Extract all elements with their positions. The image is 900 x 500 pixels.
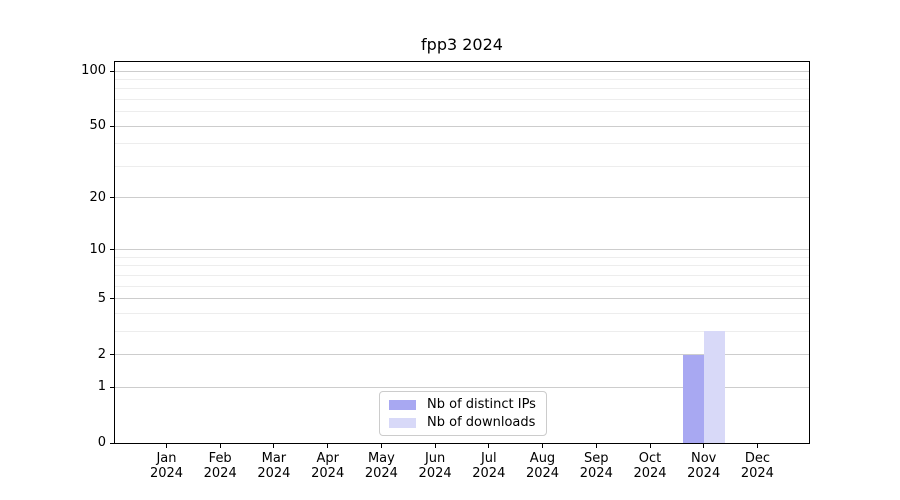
minor-gridline: [115, 79, 809, 80]
x-tick-month: Dec: [744, 451, 770, 466]
x-tick-month: Jul: [480, 451, 497, 466]
y-tick-label: 50: [89, 118, 106, 134]
x-tick-month: Sep: [584, 451, 609, 466]
x-tick-year: 2024: [364, 466, 398, 481]
y-tick-label: 1: [97, 379, 106, 395]
plot-area: [114, 61, 810, 444]
minor-gridline: [115, 99, 809, 100]
y-tick-mark: [110, 249, 114, 251]
y-tick-label: 10: [89, 241, 106, 257]
x-tick-month: Oct: [638, 451, 662, 466]
major-gridline: [115, 387, 809, 388]
x-tick-month: Feb: [208, 451, 232, 466]
bar-distinct-ips: [682, 354, 704, 443]
y-tick-label: 5: [97, 290, 106, 306]
x-tick-label: Jul 2024: [444, 451, 534, 481]
minor-gridline: [115, 88, 809, 89]
legend-item: Nb of distinct IPs: [389, 396, 536, 413]
legend: Nb of distinct IPs Nb of downloads: [379, 391, 547, 436]
x-tick-label: May 2024: [336, 451, 426, 481]
x-tick-year: 2024: [740, 466, 774, 481]
x-tick-year: 2024: [149, 466, 184, 481]
major-gridline: [115, 71, 809, 72]
x-tick-year: 2024: [418, 466, 452, 481]
x-tick-month: May: [367, 451, 395, 466]
legend-swatch: [389, 399, 416, 410]
x-tick-year: 2024: [311, 466, 345, 481]
x-tick-label: Sep 2024: [551, 451, 641, 481]
x-tick-mark: [595, 444, 597, 448]
x-tick-label: Apr 2024: [283, 451, 373, 481]
y-tick-mark: [110, 125, 114, 127]
legend-label: Nb of distinct IPs: [427, 397, 536, 412]
x-tick-mark: [380, 444, 382, 448]
x-tick-label: Jan 2024: [122, 451, 212, 481]
minor-gridline: [115, 313, 809, 314]
y-tick-mark: [110, 298, 114, 300]
x-tick-label: Dec 2024: [712, 451, 802, 481]
y-tick-label: 2: [97, 346, 106, 362]
x-tick-month: Nov: [691, 451, 717, 466]
bar-downloads: [703, 331, 725, 443]
x-tick-year: 2024: [687, 466, 721, 481]
x-tick-mark: [488, 444, 490, 448]
y-tick-label: 20: [89, 189, 106, 205]
y-tick-mark: [110, 386, 114, 388]
x-tick-month: Apr: [316, 451, 339, 466]
x-tick-year: 2024: [633, 466, 667, 481]
x-tick-month: Mar: [261, 451, 287, 466]
x-tick-mark: [649, 444, 651, 448]
x-tick-label: Jun 2024: [390, 451, 480, 481]
legend-label: Nb of downloads: [427, 415, 536, 430]
x-tick-year: 2024: [257, 466, 291, 481]
major-gridline: [115, 197, 809, 198]
legend-item: Nb of downloads: [389, 414, 536, 431]
x-tick-label: Feb 2024: [175, 451, 265, 481]
y-tick-mark: [110, 197, 114, 199]
y-tick-label: 0: [97, 435, 106, 450]
x-tick-year: 2024: [579, 466, 613, 481]
major-gridline: [115, 126, 809, 127]
x-tick-mark: [434, 444, 436, 448]
y-tick-label: 100: [81, 63, 106, 78]
x-tick-label: Nov 2024: [659, 451, 749, 481]
x-tick-mark: [703, 444, 705, 448]
x-tick-month: Aug: [529, 451, 556, 466]
x-tick-label: Mar 2024: [229, 451, 319, 481]
minor-gridline: [115, 286, 809, 287]
y-tick-mark: [110, 354, 114, 355]
x-tick-year: 2024: [525, 466, 560, 481]
x-tick-year: 2024: [203, 466, 237, 481]
x-tick-month: Jan: [156, 451, 177, 466]
x-tick-mark: [756, 444, 758, 448]
minor-gridline: [115, 265, 809, 266]
x-tick-label: Oct 2024: [605, 451, 695, 481]
y-tick-mark: [110, 70, 114, 72]
y-tick-mark: [110, 442, 114, 444]
x-tick-mark: [273, 444, 275, 448]
minor-gridline: [115, 111, 809, 112]
chart-title: fpp3 2024: [421, 35, 503, 54]
major-gridline: [115, 249, 809, 250]
x-tick-mark: [166, 444, 167, 448]
legend-swatch: [389, 417, 416, 428]
x-tick-month: Jun: [424, 451, 446, 466]
minor-gridline: [115, 143, 809, 144]
minor-gridline: [115, 331, 809, 332]
major-gridline: [115, 298, 809, 299]
major-gridline: [115, 354, 809, 355]
minor-gridline: [115, 166, 809, 167]
x-tick-year: 2024: [472, 466, 506, 481]
x-tick-mark: [219, 444, 221, 448]
minor-gridline: [115, 257, 809, 258]
x-tick-mark: [327, 444, 329, 448]
x-tick-mark: [542, 444, 543, 448]
minor-gridline: [115, 275, 809, 276]
x-tick-label: Aug 2024: [498, 451, 588, 481]
